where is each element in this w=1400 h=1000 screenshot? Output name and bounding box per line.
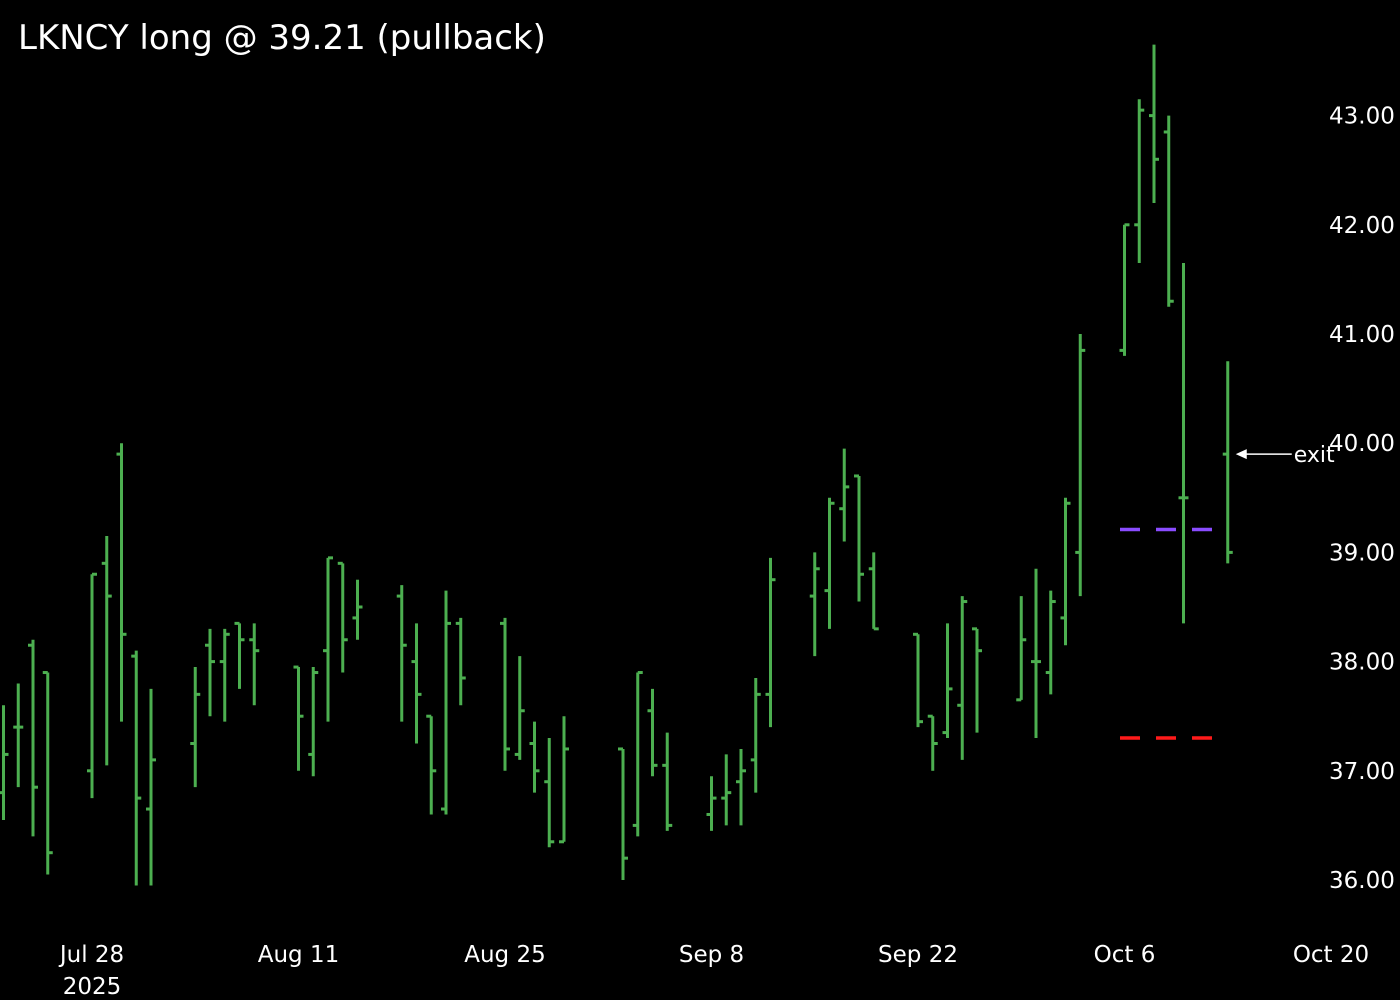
y-tick-label: 37.00 [1329, 759, 1395, 785]
ohlc-bar [337, 561, 348, 673]
ohlc-bar [455, 617, 466, 706]
y-tick-label: 40.00 [1329, 431, 1395, 457]
price-bars [0, 44, 1233, 886]
y-axis: 36.00 37.00 38.00 39.00 40.00 41.00 42.00 43.00 [1329, 104, 1395, 894]
ohlc-bar [1045, 590, 1056, 695]
ohlc-bar [441, 590, 451, 815]
ohlc-bar [396, 585, 407, 722]
ohlc-bar [544, 738, 555, 848]
x-tick-sublabel: 2025 [63, 974, 122, 1000]
ohlc-bar [42, 671, 53, 875]
ohlc-bar [293, 665, 304, 771]
ohlc-bar [219, 628, 230, 722]
ohlc-bar [249, 623, 260, 706]
ohlc-bar [854, 474, 864, 602]
ohlc-bar [632, 671, 643, 837]
ohlc-bar [426, 714, 437, 815]
ohlc-bar [1222, 361, 1233, 564]
ohlc-bar [308, 667, 319, 777]
annotations: exit [1235, 443, 1335, 468]
ohlc-bar [972, 627, 982, 733]
ohlc-bar [411, 623, 422, 744]
x-axis: Jul 28 2025 Aug 11 Aug 25 Sep 8 Sep 22 Oct 6 Oc… [58, 942, 1369, 1000]
ohlc-bar [352, 579, 363, 640]
exit-annotation: exit [1294, 443, 1335, 468]
ohlc-bar [706, 776, 717, 831]
ohlc-bar [750, 677, 761, 793]
chart-title: LKNCY long @ 39.21 (pullback) [18, 18, 546, 58]
y-tick-label: 39.00 [1329, 540, 1395, 566]
ohlc-bar [1163, 115, 1174, 307]
ohlc-bar [116, 443, 127, 722]
y-tick-label: 43.00 [1329, 104, 1395, 130]
x-tick-label: Sep 22 [878, 942, 958, 968]
x-tick-label: Sep 8 [679, 942, 744, 968]
y-tick-label: 38.00 [1329, 650, 1395, 676]
x-tick-label: Aug 11 [258, 942, 340, 968]
exit-arrow-head [1235, 449, 1247, 460]
ohlc-bar [721, 754, 732, 826]
ohlc-bar [1075, 334, 1086, 597]
ohlc-bar [927, 714, 938, 771]
x-tick-label: Oct 20 [1293, 942, 1369, 968]
ohlc-bar [131, 650, 142, 886]
ohlc-bar [234, 621, 245, 689]
ohlc-bar [839, 448, 850, 542]
ohlc-bar [736, 748, 746, 826]
ohlc-bar [87, 572, 97, 799]
ohlc-bar [146, 688, 156, 886]
ohlc-bar [957, 596, 968, 760]
ohlc-bar [868, 552, 879, 631]
ohlc-bar [1016, 596, 1027, 702]
y-tick-label: 36.00 [1329, 868, 1395, 894]
ohlc-bar [205, 628, 215, 717]
ohlc-bar [913, 632, 923, 728]
ohlc-bar [1031, 568, 1041, 739]
y-tick-label: 42.00 [1329, 213, 1395, 239]
ohlc-bar [1178, 263, 1189, 624]
ohlc-bar [647, 688, 658, 777]
ohlc-bar [323, 556, 333, 722]
ohlc-bar [765, 557, 776, 728]
ohlc-bar [618, 747, 628, 880]
ohlc-bar [559, 716, 569, 844]
ohlc-bar [1134, 99, 1145, 264]
ohlc-bar [101, 536, 112, 766]
ohlc-bar [500, 617, 510, 771]
ohlc-bar [190, 667, 201, 788]
ohlc-bar [0, 705, 9, 820]
ohlc-bar [28, 639, 38, 837]
trade-levels [1120, 527, 1214, 740]
ohlc-bar [1149, 44, 1159, 203]
ohlc-bar [1119, 223, 1130, 356]
ohlc-bar [824, 497, 835, 629]
y-tick-label: 41.00 [1329, 322, 1395, 348]
x-tick-label: Aug 25 [464, 942, 546, 968]
ohlc-bar [529, 721, 540, 793]
ohlc-bar [514, 656, 525, 760]
ohlc-bar [1060, 497, 1071, 646]
x-tick-label: Jul 28 [58, 942, 124, 968]
ohlc-bar [662, 732, 673, 831]
ohlc-bar [809, 552, 820, 657]
ohlc-bar [942, 623, 953, 739]
ohlc-bar [13, 683, 24, 788]
x-tick-label: Oct 6 [1094, 942, 1156, 968]
